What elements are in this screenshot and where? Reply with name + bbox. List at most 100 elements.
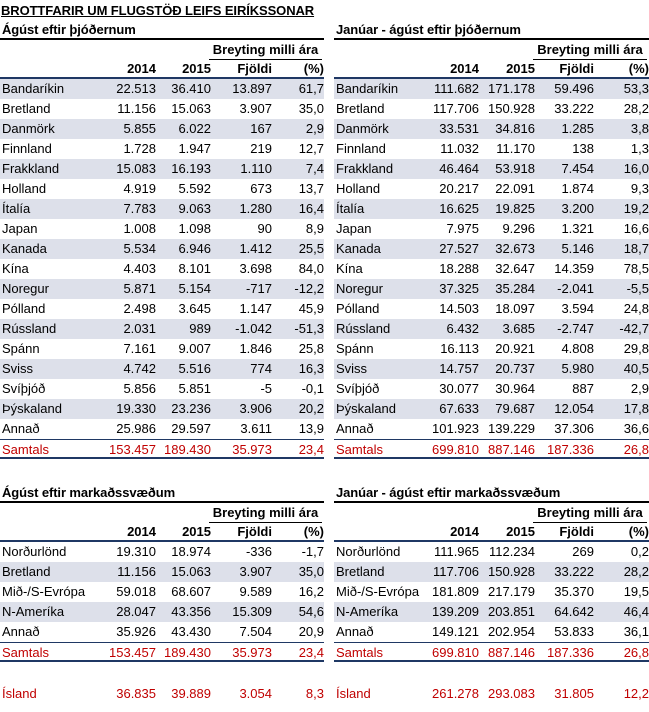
cell-label: Annað (336, 421, 374, 436)
cell-pct: 16,4 (298, 201, 324, 216)
table-row: Bretland 11.156 15.063 3.907 35,0 (0, 99, 324, 119)
cell-label: Bandaríkin (2, 81, 65, 96)
change-group-header: Breyting milli ára (533, 40, 647, 60)
cell-2015: 22.091 (495, 181, 535, 196)
cell-pct: 28,2 (623, 564, 649, 579)
cell-2015: 19.825 (495, 201, 535, 216)
header-2015: 2015 (182, 524, 211, 539)
table-row: Kína 4.403 8.101 3.698 84,0 (0, 259, 324, 279)
table-market-jan-aug: Janúar - ágúst eftir markaðssvæðum Breyt… (334, 483, 649, 704)
cell-label: Spánn (2, 341, 40, 356)
cell-pct: -12,2 (294, 281, 324, 296)
cell-pct: 8,3 (305, 686, 324, 701)
header-count: Fjöldi (559, 524, 594, 539)
cell-2015: 15.063 (171, 101, 211, 116)
cell-label: Ítalía (2, 201, 31, 216)
cell-2015: 6.946 (178, 241, 211, 256)
cell-pct: 9,3 (630, 181, 649, 196)
cell-2015: 9.296 (502, 221, 535, 236)
cell-2014: 111.682 (433, 81, 479, 96)
table-row: Mið-/S-Evrópa 59.018 68.607 9.589 16,2 (0, 582, 324, 602)
cell-2014: 37.325 (439, 281, 479, 296)
cell-2014: 19.330 (116, 401, 156, 416)
cell-count: 59.496 (554, 81, 594, 96)
header-blank (0, 59, 100, 77)
table-row: Norðurlönd 111.965 112.234 269 0,2 (334, 542, 649, 562)
cell-2015: 1.098 (178, 221, 211, 236)
cell-2015: 39.889 (171, 686, 211, 701)
cell-count: 13.897 (232, 81, 272, 96)
cell-2015: 171.178 (488, 81, 535, 96)
header-blank (0, 522, 100, 540)
cell-label: Pólland (336, 301, 380, 316)
cell-2014: 67.633 (439, 401, 479, 416)
cell-pct: 78,5 (623, 261, 649, 276)
table-row: Pólland 14.503 18.097 3.594 24,8 (334, 299, 649, 319)
cell-label: Rússland (336, 321, 391, 336)
cell-count: 37.306 (554, 421, 594, 436)
header-count: Fjöldi (559, 61, 594, 76)
cell-count: 219 (250, 141, 272, 156)
cell-2014: 20.217 (439, 181, 479, 196)
cell-count: 1.110 (240, 161, 272, 176)
cell-2015: 43.430 (171, 624, 211, 639)
cell-label: Finnland (2, 141, 52, 156)
cell-2015: 20.921 (495, 341, 535, 356)
header-2015: 2015 (506, 61, 535, 76)
cell-label: Annað (2, 624, 40, 639)
cell-count: 1.147 (239, 301, 272, 316)
cell-2015: 9.063 (178, 201, 211, 216)
cell-pct: 1,3 (630, 141, 649, 156)
header-group-row: Breyting milli ára (0, 39, 324, 60)
cell-2014: 14.503 (439, 301, 479, 316)
cell-count: 1.874 (561, 181, 594, 196)
cell-2015: 217.179 (488, 584, 535, 599)
cell-label: Ísland (336, 686, 371, 701)
cell-count: 138 (572, 141, 594, 156)
cell-count: 5.980 (561, 361, 594, 376)
cell-label: Ísland (2, 686, 37, 701)
cell-label: Spánn (336, 341, 374, 356)
header-pct: (%) (628, 61, 649, 76)
cell-count: 1.846 (239, 341, 272, 356)
cell-count: 3.611 (240, 421, 272, 436)
cell-count: 33.222 (554, 564, 594, 579)
cell-label: Rússland (2, 321, 57, 336)
cell-2014: 14.757 (439, 361, 479, 376)
cell-label: Norðurlönd (336, 544, 401, 559)
cell-2014: 117.706 (432, 101, 479, 116)
table-row: Spánn 7.161 9.007 1.846 25,8 (0, 339, 324, 359)
cell-2015: 150.928 (488, 101, 535, 116)
cell-label: Annað (2, 421, 40, 436)
cell-count: 15.309 (232, 604, 272, 619)
cell-2014: 19.310 (116, 544, 156, 559)
spacer (334, 662, 649, 684)
table-row: Pólland 2.498 3.645 1.147 45,9 (0, 299, 324, 319)
table-row: Svíþjóð 5.856 5.851 -5 -0,1 (0, 379, 324, 399)
cell-pct: 16,0 (623, 161, 649, 176)
cell-pct: 2,9 (305, 121, 324, 136)
total-row: Samtals 699.810 887.146 187.336 26,8 (334, 439, 649, 459)
cell-2015: 35.284 (495, 281, 535, 296)
cell-label: Holland (2, 181, 47, 196)
cell-label: Pólland (2, 301, 46, 316)
table-row: Bretland 117.706 150.928 33.222 28,2 (334, 562, 649, 582)
table-row: Noregur 37.325 35.284 -2.041 -5,5 (334, 279, 649, 299)
cell-label: Frakkland (336, 161, 394, 176)
cell-2014: 2.031 (123, 321, 156, 336)
cell-count: 90 (257, 221, 272, 236)
cell-pct: 84,0 (298, 261, 324, 276)
cell-2015: 68.607 (171, 584, 211, 599)
cell-pct: 17,8 (623, 401, 649, 416)
cell-pct: 13,9 (298, 421, 324, 436)
cell-2015: 189.430 (164, 442, 211, 457)
cell-count: 1.280 (239, 201, 272, 216)
cell-label: Danmörk (336, 121, 389, 136)
cell-pct: 36,6 (623, 421, 649, 436)
table-row: Bandaríkin 111.682 171.178 59.496 53,3 (334, 79, 649, 99)
table-row: Ítalía 16.625 19.825 3.200 19,2 (334, 199, 649, 219)
table-market-august: Ágúst eftir markaðssvæðum Breyting milli… (0, 483, 324, 704)
cell-pct: 40,5 (623, 361, 649, 376)
cell-pct: 19,2 (623, 201, 649, 216)
cell-count: 887 (572, 381, 594, 396)
